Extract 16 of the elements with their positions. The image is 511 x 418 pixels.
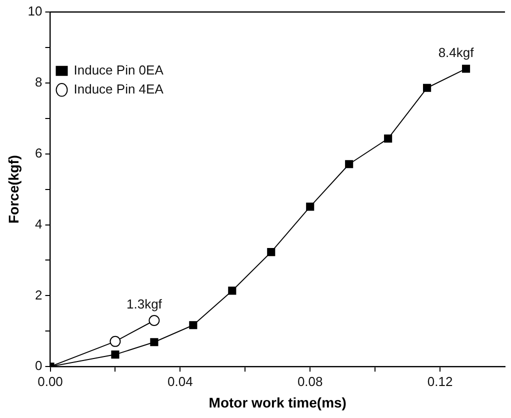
y-tick-label: 4 xyxy=(35,216,42,232)
y-tick-label: 2 xyxy=(35,287,42,302)
x-tick-label: 0.04 xyxy=(168,374,193,389)
y-tick-label: 6 xyxy=(35,145,42,160)
x-tick-label: 0.12 xyxy=(427,374,453,389)
y-tick-label: 0 xyxy=(35,358,42,374)
x-tick-label: 0.08 xyxy=(297,374,323,389)
annotation: 8.4kgf xyxy=(438,44,474,60)
y-axis-title: Force(kgf) xyxy=(5,155,22,224)
x-tick-label: 0.00 xyxy=(38,374,63,389)
x-axis-title: Motor work time(ms) xyxy=(208,394,346,410)
y-tick-label: 8 xyxy=(35,74,42,90)
y-tick-label: 10 xyxy=(28,4,42,19)
legend-label: Induce Pin 0EA xyxy=(74,62,164,78)
annotation: 1.3kgf xyxy=(126,296,162,312)
legend-label: Induce Pin 4EA xyxy=(74,81,164,96)
